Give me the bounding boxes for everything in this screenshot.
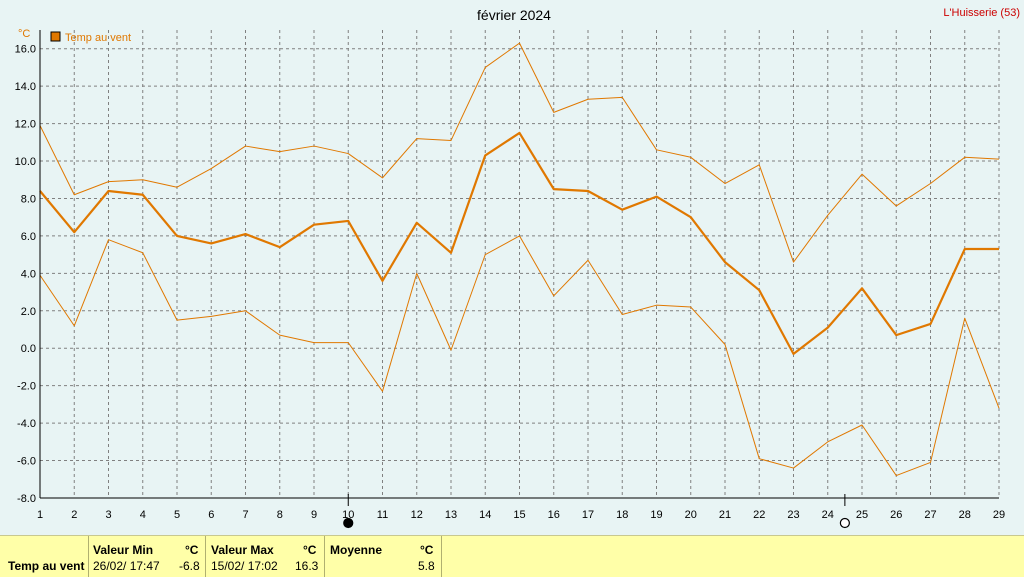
stats-avg-unit: °C	[420, 543, 434, 557]
x-tick-label: 22	[753, 509, 765, 521]
x-tick-label: 27	[924, 509, 936, 521]
y-tick-label: -2.0	[17, 381, 36, 393]
x-tick-label: 20	[685, 509, 697, 521]
x-tick-label: 17	[582, 509, 594, 521]
x-tick-label: 5	[174, 509, 180, 521]
stats-min-value: -6.8	[179, 559, 200, 573]
stats-max-date: 15/02/ 17:02	[211, 559, 278, 573]
stats-avg-cell: Moyenne °C 5.8	[325, 536, 442, 577]
stats-min-unit: °C	[185, 543, 199, 557]
stats-min-date: 26/02/ 17:47	[93, 559, 160, 573]
x-tick-label: 4	[140, 509, 146, 521]
stats-max-header: Valeur Max	[211, 543, 274, 557]
stats-table: Temp au vent Valeur Min °C 26/02/ 17:47 …	[0, 535, 1024, 577]
x-tick-label: 12	[411, 509, 423, 521]
x-tick-label: 9	[311, 509, 317, 521]
legend-swatch	[50, 31, 61, 42]
y-tick-label: 6.0	[21, 231, 36, 243]
x-tick-label: 29	[993, 509, 1005, 521]
y-tick-label: 12.0	[15, 119, 36, 131]
stats-min-cell: Valeur Min °C 26/02/ 17:47 -6.8	[89, 536, 206, 577]
y-tick-label: 2.0	[21, 306, 36, 318]
x-tick-label: 14	[479, 509, 491, 521]
x-tick-label: 19	[650, 509, 662, 521]
x-tick-label: 28	[959, 509, 971, 521]
location-label: L'Huisserie (53)	[943, 7, 1020, 19]
stats-min-header: Valeur Min	[93, 543, 154, 557]
x-tick-label: 24	[822, 509, 834, 521]
x-tick-label: 23	[787, 509, 799, 521]
y-axis-unit: °C	[18, 28, 30, 40]
new-moon-icon	[343, 517, 354, 529]
series-line-min	[39, 235, 1000, 477]
y-tick-label: -8.0	[17, 493, 36, 505]
x-tick-label: 6	[208, 509, 214, 521]
y-tick-label: 16.0	[15, 44, 36, 56]
stats-max-unit: °C	[303, 543, 317, 557]
y-tick-label: 8.0	[21, 193, 36, 205]
x-tick-label: 3	[105, 509, 111, 521]
y-tick-label: 0.0	[21, 343, 36, 355]
x-tick-label: 13	[445, 509, 457, 521]
y-tick-label: -6.0	[17, 456, 36, 468]
chart: février 2024 L'Huisserie (53) °C Temp au…	[15, 7, 1020, 529]
y-tick-label: 4.0	[21, 268, 36, 280]
x-tick-label: 26	[890, 509, 902, 521]
x-tick-label: 10	[342, 509, 354, 521]
x-tick-label: 16	[548, 509, 560, 521]
y-tick-label: -4.0	[17, 418, 36, 430]
series-line-max	[39, 42, 1000, 263]
stats-avg-value: 5.8	[418, 559, 435, 573]
stats-max-value: 16.3	[295, 559, 319, 573]
x-tick-label: 18	[616, 509, 628, 521]
full-moon-icon	[839, 517, 850, 529]
y-tick-label: 10.0	[15, 156, 36, 168]
x-tick-label: 15	[513, 509, 525, 521]
x-tick-label: 1	[37, 509, 43, 521]
stats-max-cell: Valeur Max °C 15/02/ 17:02 16.3	[206, 536, 325, 577]
x-tick-label: 2	[71, 509, 77, 521]
x-tick-label: 8	[277, 509, 283, 521]
stats-avg-header: Moyenne	[330, 543, 383, 557]
series-line-mean	[39, 131, 999, 355]
x-tick-label: 25	[856, 509, 868, 521]
chart-title: février 2024	[477, 7, 551, 23]
x-tick-label: 7	[242, 509, 248, 521]
stats-row-label: Temp au vent	[8, 559, 85, 573]
x-tick-label: 11	[377, 509, 388, 521]
stats-row-label-cell: Temp au vent	[0, 536, 89, 577]
x-tick-label: 21	[719, 509, 731, 521]
y-tick-label: 14.0	[15, 81, 36, 93]
legend-label: Temp au vent	[65, 32, 131, 44]
